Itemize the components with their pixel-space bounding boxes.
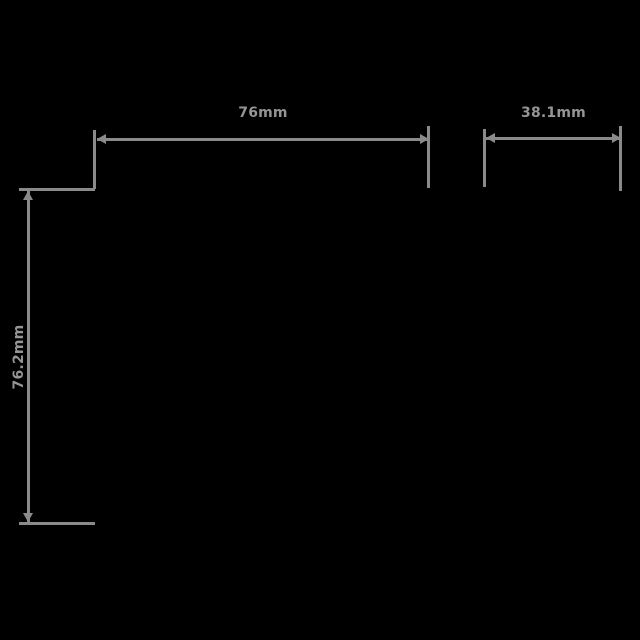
height-dimension-line xyxy=(27,190,30,523)
arrow-down-icon xyxy=(23,513,33,522)
width-dimension-line xyxy=(97,138,429,141)
arrow-left-icon xyxy=(97,134,106,144)
width-dimension-label: 76mm xyxy=(238,105,288,121)
depth-dimension-label: 38.1mm xyxy=(521,105,586,121)
arrow-right-icon xyxy=(612,133,621,143)
width-extension-line-right xyxy=(427,126,430,188)
height-extension-line-bottom xyxy=(19,522,95,525)
width-extension-line-left xyxy=(93,130,96,189)
arrow-up-icon xyxy=(23,191,33,200)
arrow-left-icon xyxy=(486,133,495,143)
depth-extension-line-left xyxy=(483,129,486,187)
arrow-right-icon xyxy=(420,134,429,144)
depth-extension-line-right xyxy=(619,126,622,191)
height-dimension-label: 76.2mm xyxy=(11,324,27,390)
depth-dimension-line xyxy=(486,137,621,140)
height-extension-line-top xyxy=(19,188,95,191)
